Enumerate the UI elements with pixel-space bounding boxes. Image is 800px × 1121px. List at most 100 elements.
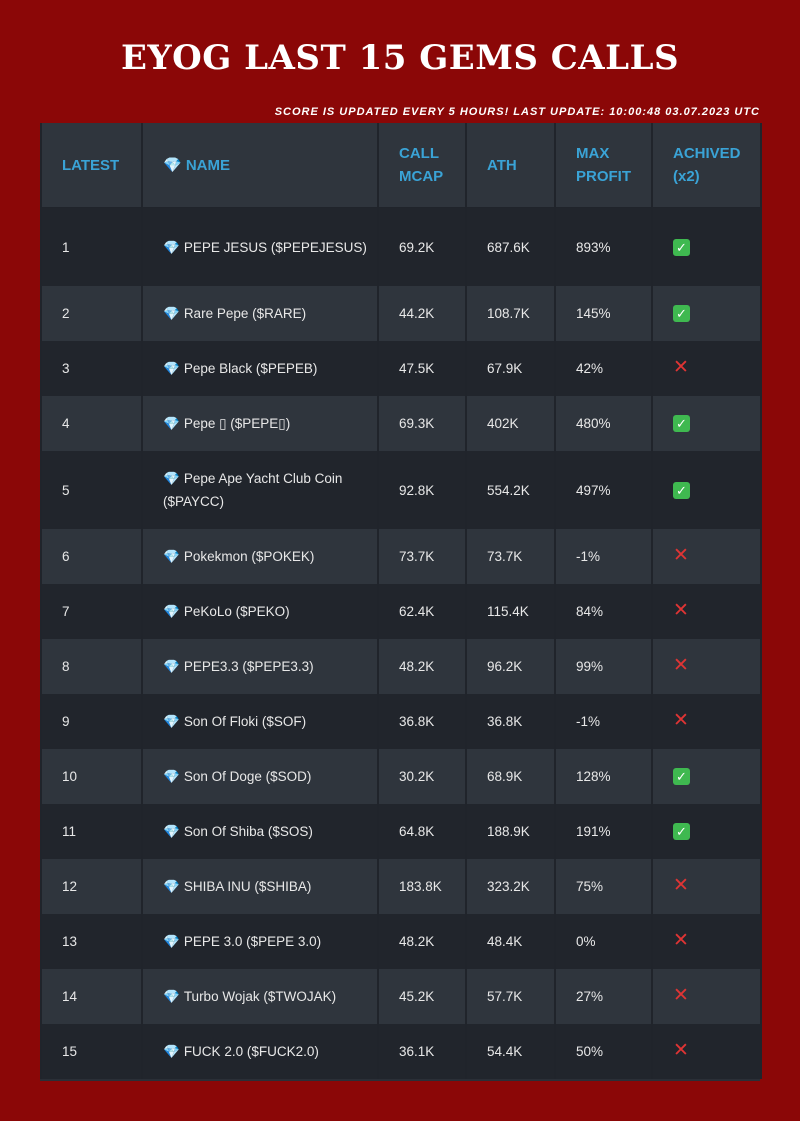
- cell-max-profit: 50%: [554, 1024, 653, 1079]
- cell-achieved: ✓: [651, 207, 762, 286]
- cell-call-mcap: 183.8K: [377, 859, 467, 914]
- gem-icon: 💎: [163, 824, 180, 839]
- table-row: 11 💎 Son Of Shiba ($SOS) 64.8K 188.9K 191% ✓: [40, 804, 762, 859]
- cross-icon: ✕: [673, 655, 689, 676]
- table-row: 3 💎 Pepe Black ($PEPEB) 47.5K 67.9K 42% ✕: [40, 341, 762, 396]
- cell-name: 💎 Son Of Doge ($SOD): [141, 749, 379, 804]
- cell-name: 💎 FUCK 2.0 ($FUCK2.0): [141, 1024, 379, 1079]
- column-header-ath[interactable]: ATH: [465, 123, 556, 208]
- token-name: Pepe ▯ ($PEPE▯): [183, 416, 291, 431]
- cell-latest: 8: [40, 639, 143, 694]
- cell-latest: 7: [40, 584, 143, 639]
- column-header-name[interactable]: 💎 NAME: [141, 123, 379, 208]
- table-row: 13 💎 PEPE 3.0 ($PEPE 3.0) 48.2K 48.4K 0% ✕: [40, 914, 762, 969]
- gem-icon: 💎: [163, 714, 180, 729]
- table-row: 2 💎 Rare Pepe ($RARE) 44.2K 108.7K 145% ✓: [40, 286, 762, 341]
- column-header-max-profit[interactable]: MAX PROFIT: [554, 123, 653, 208]
- cell-achieved: ✓: [651, 396, 762, 451]
- cross-icon: ✕: [673, 600, 689, 621]
- gem-icon: 💎: [163, 306, 180, 321]
- cell-ath: 115.4K: [465, 584, 556, 639]
- cell-max-profit: 99%: [554, 639, 653, 694]
- token-name: Son Of Shiba ($SOS): [183, 824, 313, 839]
- cell-ath: 402K: [465, 396, 556, 451]
- cell-max-profit: 42%: [554, 341, 653, 396]
- token-name: Turbo Wojak ($TWOJAK): [183, 989, 337, 1004]
- cell-ath: 687.6K: [465, 207, 556, 286]
- cell-latest: 11: [40, 804, 143, 859]
- cross-icon: ✕: [673, 1040, 689, 1061]
- check-icon: ✓: [673, 481, 690, 499]
- table-row: 5 💎 Pepe Ape Yacht Club Coin ($PAYCC) 92.8K…: [40, 451, 762, 529]
- cross-icon: ✕: [673, 357, 689, 378]
- cell-name: 💎 Pepe Black ($PEPEB): [141, 341, 379, 396]
- cell-achieved: ✓: [651, 451, 762, 529]
- cell-ath: 73.7K: [465, 529, 556, 584]
- gem-icon: 💎: [163, 989, 180, 1004]
- gem-icon: 💎: [163, 416, 180, 431]
- table-row: 8 💎 PEPE3.3 ($PEPE3.3) 48.2K 96.2K 99% ✕: [40, 639, 762, 694]
- cell-name: 💎 PeKoLo ($PEKO): [141, 584, 379, 639]
- cell-ath: 108.7K: [465, 286, 556, 341]
- cell-call-mcap: 48.2K: [377, 639, 467, 694]
- cell-latest: 6: [40, 529, 143, 584]
- check-icon: ✓: [673, 823, 690, 840]
- token-name: Pepe Black ($PEPEB): [183, 361, 318, 376]
- cross-icon: ✕: [673, 710, 689, 731]
- cell-name: 💎 Pepe ▯ ($PEPE▯): [141, 396, 379, 451]
- table-row: 14 💎 Turbo Wojak ($TWOJAK) 45.2K 57.7K 27% ✕: [40, 969, 762, 1024]
- cell-ath: 36.8K: [465, 694, 556, 749]
- cell-achieved: ✕: [651, 639, 762, 694]
- cell-max-profit: 893%: [554, 207, 653, 286]
- cell-achieved: ✕: [651, 584, 762, 639]
- cell-achieved: ✕: [651, 1024, 762, 1079]
- cell-call-mcap: 30.2K: [377, 749, 467, 804]
- cell-max-profit: -1%: [554, 529, 653, 584]
- column-header-achieved[interactable]: ACHIVED (x2): [651, 123, 762, 208]
- cell-max-profit: -1%: [554, 694, 653, 749]
- cell-max-profit: 84%: [554, 584, 653, 639]
- cell-call-mcap: 45.2K: [377, 969, 467, 1024]
- gems-table: LATEST 💎 NAME CALL MCAP ATH MAX PROFIT A…: [40, 123, 762, 1079]
- token-name: PEPE3.3 ($PEPE3.3): [183, 659, 314, 674]
- gem-icon: 💎: [163, 604, 180, 619]
- cell-call-mcap: 36.8K: [377, 694, 467, 749]
- cell-max-profit: 0%: [554, 914, 653, 969]
- cell-latest: 13: [40, 914, 143, 969]
- cell-latest: 12: [40, 859, 143, 914]
- cell-name: 💎 Pokekmon ($POKEK): [141, 529, 379, 584]
- cell-latest: 1: [40, 207, 143, 286]
- cell-ath: 57.7K: [465, 969, 556, 1024]
- gem-icon: 💎: [163, 471, 180, 486]
- gem-icon: 💎: [163, 659, 180, 674]
- cell-max-profit: 497%: [554, 451, 653, 529]
- gems-table-container: LATEST 💎 NAME CALL MCAP ATH MAX PROFIT A…: [40, 123, 762, 1081]
- cell-call-mcap: 47.5K: [377, 341, 467, 396]
- cell-name: 💎 PEPE3.3 ($PEPE3.3): [141, 639, 379, 694]
- gem-icon: 💎: [163, 769, 180, 784]
- cell-latest: 5: [40, 451, 143, 529]
- check-icon: ✓: [673, 415, 690, 432]
- cell-achieved: ✓: [651, 804, 762, 859]
- cell-achieved: ✕: [651, 341, 762, 396]
- column-header-latest[interactable]: LATEST: [40, 123, 143, 208]
- column-header-call-mcap[interactable]: CALL MCAP: [377, 123, 467, 208]
- cell-achieved: ✓: [651, 286, 762, 341]
- gem-icon: 💎: [163, 549, 180, 564]
- table-row: 9 💎 Son Of Floki ($SOF) 36.8K 36.8K -1% ✕: [40, 694, 762, 749]
- cell-ath: 188.9K: [465, 804, 556, 859]
- gem-icon: 💎: [163, 1044, 180, 1059]
- cell-achieved: ✕: [651, 529, 762, 584]
- cell-call-mcap: 64.8K: [377, 804, 467, 859]
- cell-call-mcap: 36.1K: [377, 1024, 467, 1079]
- cell-achieved: ✓: [651, 749, 762, 804]
- gem-icon: 💎: [163, 239, 180, 255]
- table-row: 12 💎 SHIBA INU ($SHIBA) 183.8K 323.2K 75% ✕: [40, 859, 762, 914]
- cell-call-mcap: 48.2K: [377, 914, 467, 969]
- token-name: Rare Pepe ($RARE): [183, 306, 307, 321]
- table-row: 7 💎 PeKoLo ($PEKO) 62.4K 115.4K 84% ✕: [40, 584, 762, 639]
- token-name: PEPE JESUS ($PEPEJESUS): [183, 239, 367, 255]
- cell-call-mcap: 92.8K: [377, 451, 467, 529]
- cell-latest: 9: [40, 694, 143, 749]
- cross-icon: ✕: [673, 875, 689, 896]
